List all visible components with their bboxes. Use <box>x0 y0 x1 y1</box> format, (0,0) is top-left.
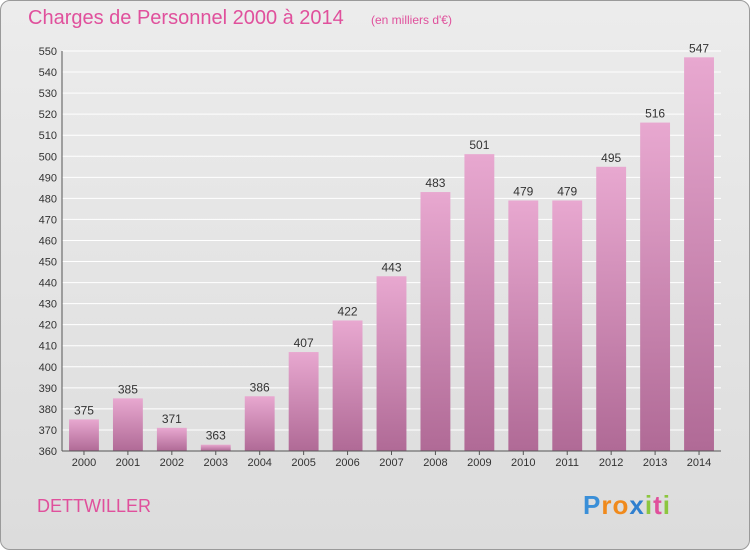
bar <box>69 419 99 451</box>
bar <box>508 200 539 451</box>
y-tick-label: 390 <box>39 383 57 395</box>
y-tick-label: 370 <box>39 425 57 437</box>
y-tick-label: 510 <box>39 130 57 142</box>
data-label: 547 <box>689 41 709 55</box>
logo-letter: r <box>601 490 613 520</box>
x-tick-label: 2009 <box>467 457 491 469</box>
y-tick-label: 460 <box>39 235 57 247</box>
bar <box>200 444 231 451</box>
x-tick-label: 2013 <box>643 457 667 469</box>
data-label: 407 <box>294 336 314 350</box>
x-tick-label: 2000 <box>72 457 96 469</box>
bar <box>376 276 407 451</box>
x-tick-label: 2011 <box>555 457 579 469</box>
y-tick-label: 520 <box>39 109 57 121</box>
bar <box>332 320 363 451</box>
logo-letter: o <box>612 490 630 520</box>
data-label: 501 <box>469 138 489 152</box>
data-label: 371 <box>162 412 182 426</box>
logo-letter: i <box>644 490 654 520</box>
y-tick-label: 440 <box>39 278 57 290</box>
bar <box>640 122 671 451</box>
data-label: 443 <box>381 260 401 274</box>
logo-letter: x <box>629 490 645 520</box>
x-tick-label: 2010 <box>511 457 535 469</box>
bar <box>112 398 143 451</box>
data-label: 483 <box>425 176 445 190</box>
y-tick-label: 360 <box>39 446 57 458</box>
y-tick-label: 550 <box>39 46 57 58</box>
logo-letter: i <box>662 490 671 520</box>
x-tick-label: 2003 <box>204 457 228 469</box>
chart-subtitle: (en milliers d'€) <box>371 13 452 27</box>
y-tick-label: 420 <box>39 320 57 332</box>
x-tick-label: 2005 <box>291 457 315 469</box>
y-tick-label: 450 <box>39 257 57 269</box>
data-label: 422 <box>338 304 358 318</box>
y-tick-label: 540 <box>39 67 57 79</box>
data-label: 375 <box>74 403 94 417</box>
data-label: 386 <box>250 380 270 394</box>
data-label: 495 <box>601 151 621 165</box>
chart-title: Charges de Personnel 2000 à 2014 <box>28 7 344 29</box>
bar <box>156 427 187 451</box>
x-tick-label: 2014 <box>687 457 711 469</box>
y-tick-label: 500 <box>39 151 57 163</box>
x-tick-label: 2007 <box>379 457 403 469</box>
bar <box>464 154 495 451</box>
commune-name: DETTWILLER <box>37 496 152 516</box>
y-tick-label: 530 <box>39 88 57 100</box>
y-tick-label: 430 <box>39 299 57 311</box>
bar <box>684 57 714 451</box>
x-tick-label: 2006 <box>335 457 359 469</box>
bar <box>420 192 451 452</box>
y-tick-label: 480 <box>39 193 57 205</box>
y-tick-label: 410 <box>39 341 57 353</box>
bar <box>288 352 319 451</box>
y-tick-label: 470 <box>39 214 57 226</box>
x-tick-label: 2002 <box>160 457 184 469</box>
proxiti-logo: Proxiti <box>583 490 671 521</box>
data-label: 385 <box>118 382 138 396</box>
bar <box>244 396 275 451</box>
logo-letter: P <box>583 490 602 520</box>
y-tick-label: 380 <box>39 404 57 416</box>
logo-letter: t <box>653 490 663 520</box>
data-label: 479 <box>513 184 533 198</box>
y-tick-label: 400 <box>39 362 57 374</box>
bar <box>596 166 627 451</box>
data-label: 516 <box>645 107 665 121</box>
x-tick-label: 2008 <box>423 457 447 469</box>
x-tick-label: 2001 <box>116 457 140 469</box>
x-tick-label: 2004 <box>247 457 271 469</box>
data-label: 479 <box>557 184 577 198</box>
data-label: 363 <box>206 429 226 443</box>
bar <box>552 200 583 451</box>
x-tick-label: 2012 <box>599 457 623 469</box>
y-tick-label: 490 <box>39 172 57 184</box>
